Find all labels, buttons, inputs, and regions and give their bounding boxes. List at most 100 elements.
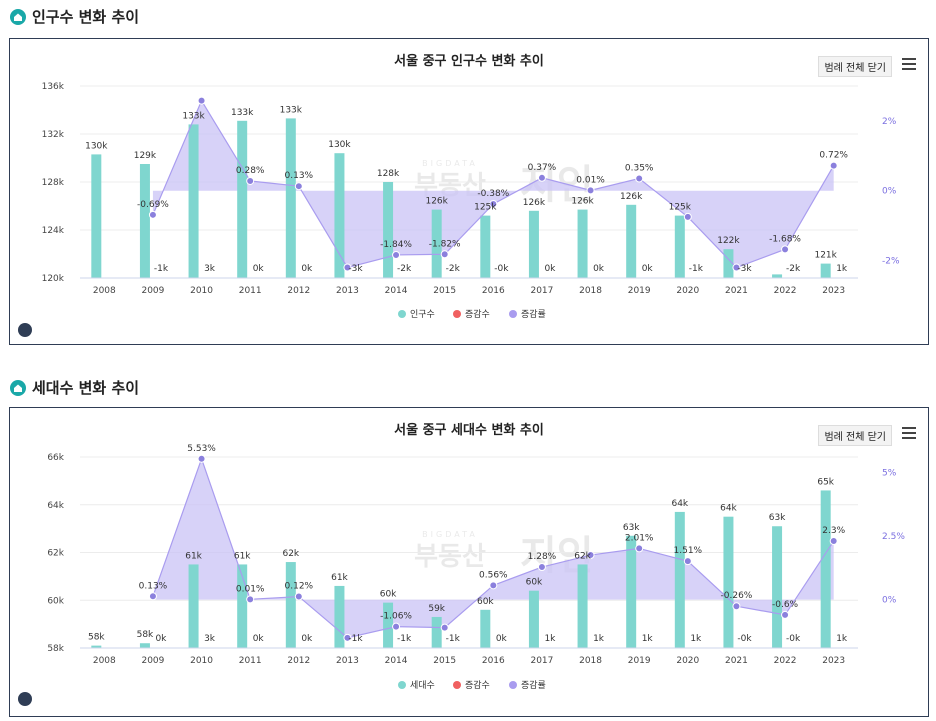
change-rate-point — [440, 250, 449, 259]
change-count-label: 3k — [204, 264, 216, 274]
bar-data-label: 121k — [814, 251, 837, 261]
bar-data-label: 122k — [717, 236, 740, 246]
bar-data-label: 60k — [526, 578, 543, 588]
bar — [480, 609, 491, 648]
bar — [334, 585, 345, 648]
change-rate-point — [781, 245, 790, 254]
change-rate-area — [152, 458, 834, 638]
bar-data-label: 59k — [428, 604, 445, 614]
pct-tick-label: 0% — [882, 187, 897, 197]
x-tick-label: 2009 — [141, 286, 164, 296]
x-tick-label: 2015 — [433, 286, 456, 296]
x-tick-label: 2016 — [482, 286, 505, 296]
change-count-label: -1k — [689, 264, 704, 274]
change-count-label: 1k — [690, 634, 702, 644]
bar — [237, 564, 248, 648]
bar — [139, 164, 150, 278]
change-count-label: -3k — [737, 264, 752, 274]
x-tick-label: 2018 — [579, 656, 602, 666]
bar-data-label: 62k — [574, 551, 591, 561]
change-rate-label: 0.01% — [236, 584, 265, 594]
y-tick-label: 128k — [42, 178, 65, 188]
change-rate-point — [392, 622, 401, 631]
x-tick-label: 2013 — [336, 656, 359, 666]
x-tick-label: 2021 — [725, 656, 748, 666]
legend-marker — [453, 681, 461, 689]
change-count-label: 1k — [593, 634, 605, 644]
bar — [820, 263, 831, 278]
x-tick-label: 2017 — [530, 286, 553, 296]
bar — [431, 209, 442, 278]
bar — [528, 590, 539, 648]
bar — [431, 616, 442, 648]
x-tick-label: 2018 — [579, 286, 602, 296]
bar — [528, 210, 539, 278]
change-rate-label: 0.56% — [479, 570, 508, 580]
chart-menu-icon[interactable] — [902, 58, 916, 70]
x-tick-label: 2008 — [93, 286, 116, 296]
x-tick-label: 2020 — [676, 286, 699, 296]
x-tick-label: 2011 — [239, 286, 262, 296]
x-tick-label: 2013 — [336, 286, 359, 296]
bar-data-label: 63k — [769, 513, 786, 523]
y-tick-label: 120k — [42, 274, 65, 284]
legend-item: 증감수 — [465, 308, 490, 320]
x-tick-label: 2012 — [287, 286, 310, 296]
bar-data-label: 125k — [474, 203, 497, 213]
legend-toggle-button[interactable]: 범례 전체 닫기 — [818, 56, 892, 77]
change-rate-label: -1.82% — [429, 239, 461, 249]
bar — [577, 564, 588, 648]
bar-data-label: 58k — [88, 633, 105, 643]
x-tick-label: 2023 — [822, 656, 845, 666]
y-tick-label: 136k — [42, 82, 65, 92]
home-icon — [10, 379, 26, 396]
bar — [723, 516, 734, 648]
pct-tick-label: 2% — [882, 117, 897, 127]
change-rate-label: 0.01% — [576, 175, 605, 185]
change-count-label: 0k — [253, 264, 265, 274]
change-rate-label: -1.84% — [380, 240, 412, 250]
legend-item: 인구수 — [410, 309, 435, 320]
bar — [188, 564, 199, 648]
bar — [334, 153, 345, 278]
change-count-label: -1k — [397, 634, 412, 644]
change-rate-label: 0.28% — [236, 166, 265, 176]
change-rate-point — [246, 595, 255, 604]
home-icon — [10, 8, 26, 25]
change-rate-label: -0.6% — [772, 600, 799, 610]
legend-marker — [398, 310, 406, 318]
change-count-label: 1k — [836, 264, 848, 274]
bar-data-label: 130k — [85, 141, 108, 151]
change-count-label: -2k — [397, 264, 412, 274]
pct-tick-label: 0% — [882, 596, 897, 606]
y-tick-label: 66k — [47, 453, 64, 463]
y-tick-label: 62k — [47, 549, 64, 559]
change-rate-point — [683, 212, 692, 221]
bar-data-label: 61k — [234, 551, 251, 561]
change-count-label: 1k — [642, 634, 654, 644]
bar — [772, 274, 783, 278]
pct-tick-label: 5% — [882, 468, 897, 478]
brand-logo-icon — [18, 323, 32, 337]
change-count-label: -3k — [348, 264, 363, 274]
legend-item: 증감수 — [465, 679, 490, 691]
bar-data-label: 125k — [669, 203, 692, 213]
bar-data-label: 126k — [571, 197, 594, 207]
x-tick-label: 2014 — [385, 656, 408, 666]
change-rate-point — [537, 173, 546, 182]
y-tick-label: 60k — [47, 596, 64, 606]
bar — [772, 526, 783, 648]
change-rate-point — [635, 174, 644, 183]
y-tick-label: 132k — [42, 130, 65, 140]
bar-data-label: 126k — [425, 197, 448, 207]
legend-toggle-button[interactable]: 범례 전체 닫기 — [818, 425, 892, 446]
chart-menu-icon[interactable] — [902, 427, 916, 439]
bar-data-label: 63k — [623, 523, 640, 533]
section-title-population: 인구수 변화 추이 — [10, 6, 139, 27]
change-rate-point — [732, 263, 741, 272]
bar — [480, 215, 491, 278]
bar — [577, 209, 588, 278]
